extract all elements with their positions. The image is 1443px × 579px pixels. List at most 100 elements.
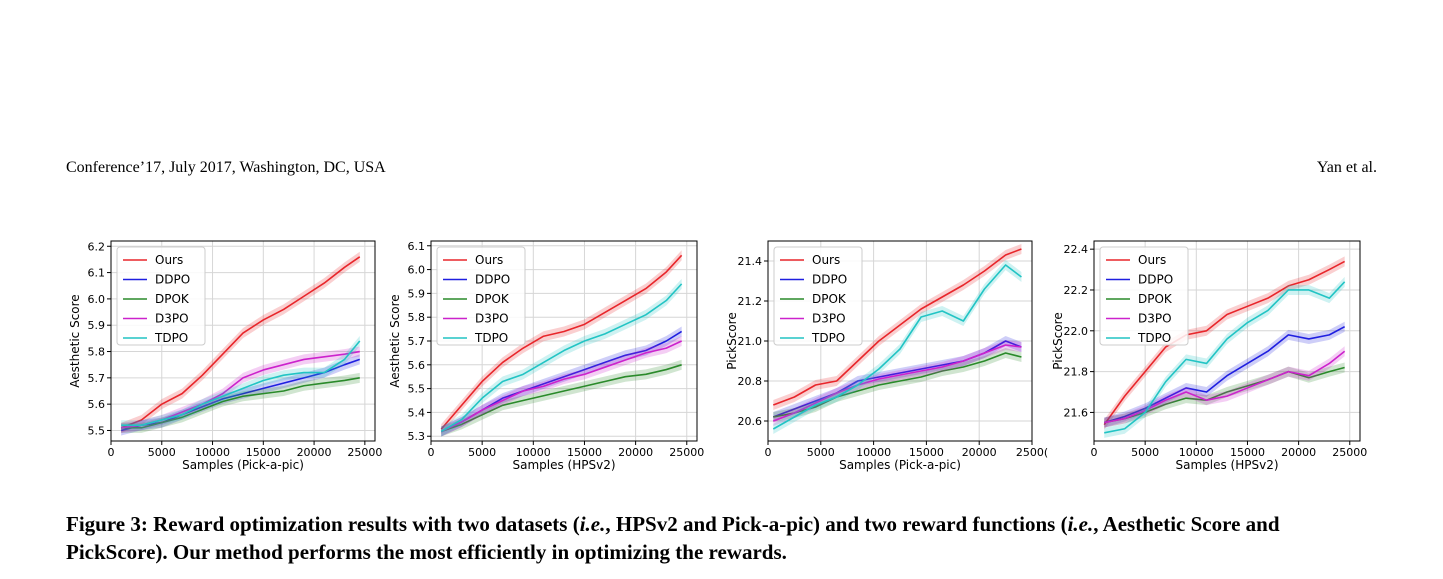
series-line-ddpo (1104, 326, 1346, 424)
series-line-tdpo (772, 264, 1022, 430)
series-band-d3po (121, 346, 360, 433)
x-tick-label: 10000 (856, 446, 891, 459)
x-axis-label: Samples (Pick-a-pic) (182, 458, 304, 472)
x-tick-label: 5000 (468, 446, 496, 459)
x-tick-label: 20000 (297, 446, 332, 459)
series-line-d3po (772, 344, 1022, 422)
y-tick-label: 5.6 (88, 398, 106, 411)
series-line-tdpo (121, 340, 361, 427)
legend-label-ours: Ours (1138, 253, 1166, 267)
series-line-tdpo (440, 283, 683, 433)
caption-part-1: Reward optimization results with two dat… (147, 512, 580, 536)
legend-box (1099, 246, 1189, 346)
series-line-ours (1103, 260, 1346, 426)
y-tick-label: 20.8 (738, 375, 763, 388)
x-tick-label: 15000 (1230, 446, 1265, 459)
y-axis-label: PickScore (1051, 312, 1065, 369)
y-tick-label: 5.7 (88, 372, 106, 385)
legend-label-tdpo: TDPO (811, 331, 845, 345)
y-tick-label: 5.6 (408, 359, 426, 372)
series-line-ours (440, 254, 683, 430)
x-axis-label: Samples (Pick-a-pic) (839, 458, 961, 472)
y-tick-label: 21.8 (1064, 366, 1089, 379)
legend-label-tdpo: TDPO (474, 331, 508, 345)
legend-label-dpok: DPOK (1138, 292, 1173, 306)
y-tick-label: 5.3 (408, 430, 426, 443)
legend-label-d3po: D3PO (1138, 312, 1172, 326)
caption-part-2: , HPSv2 and Pick-a-pic) and two reward f… (605, 512, 1068, 536)
x-axis-label: Samples (HPSv2) (1175, 458, 1278, 472)
legend-label-d3po: D3PO (812, 312, 846, 326)
x-tick-label: 15000 (246, 446, 281, 459)
legend-label-tdpo: TDPO (154, 331, 188, 345)
y-tick-label: 5.5 (88, 424, 106, 437)
x-tick-label: 10000 (195, 446, 230, 459)
x-tick-label: 20000 (1281, 446, 1316, 459)
series-line-d3po (1104, 350, 1346, 424)
running-header-left: Conference’17, July 2017, Washington, DC… (66, 159, 386, 176)
y-tick-label: 5.9 (408, 287, 426, 300)
y-tick-label: 21.2 (738, 295, 763, 308)
caption-ie-2: i.e. (1067, 512, 1094, 536)
series-band-dpok (1104, 362, 1345, 428)
series-band-dpok (773, 348, 1022, 422)
x-tick-label: 5000 (807, 446, 835, 459)
y-tick-label: 6.1 (408, 240, 426, 253)
y-tick-label: 6.1 (88, 267, 106, 280)
x-tick-label: 5000 (148, 446, 176, 459)
legend-label-ours: Ours (812, 253, 840, 267)
y-tick-label: 21.0 (738, 335, 763, 348)
y-tick-label: 5.4 (408, 406, 426, 419)
y-axis-label: PickScore (725, 312, 739, 369)
series-band-tdpo (441, 278, 682, 437)
y-tick-label: 5.8 (88, 346, 106, 359)
series-band-dpok (441, 359, 682, 437)
figure-caption: Figure 3: Reward optimization results wi… (66, 510, 1386, 566)
y-tick-label: 21.4 (738, 255, 763, 268)
y-tick-label: 22.0 (1064, 325, 1089, 338)
legend-label-ddpo: DDPO (155, 273, 190, 287)
x-tick-label: 5000 (1131, 446, 1159, 459)
y-axis-label: Aesthetic Score (68, 294, 82, 387)
y-tick-label: 5.8 (408, 311, 426, 324)
series-band-ddpo (773, 336, 1022, 422)
legend-label-ddpo: DDPO (812, 273, 847, 287)
legend-label-dpok: DPOK (812, 292, 847, 306)
series-band-ours (121, 251, 360, 433)
x-tick-label: 15000 (567, 446, 602, 459)
series-band-d3po (1104, 346, 1345, 428)
x-tick-label: 25000 (1332, 446, 1367, 459)
plot-frame (767, 240, 1033, 442)
x-tick-label: 25000 (669, 446, 704, 459)
legend-label-ddpo: DDPO (1138, 273, 1173, 287)
x-tick-label: 0 (765, 446, 772, 459)
legend-label-ours: Ours (155, 253, 183, 267)
x-tick-label: 10000 (516, 446, 551, 459)
running-header-right: Yan et al. (1316, 159, 1377, 176)
legend-label-ddpo: DDPO (475, 273, 510, 287)
series-band-ddpo (441, 326, 682, 437)
y-tick-label: 5.9 (88, 319, 106, 332)
legend-label-ours: Ours (475, 253, 503, 267)
x-tick-label: 0 (1091, 446, 1098, 459)
legend-box (436, 246, 526, 346)
series-band-tdpo (121, 336, 360, 431)
y-tick-label: 6.0 (88, 293, 106, 306)
series-line-dpok (440, 364, 682, 433)
x-tick-label: 0 (108, 446, 115, 459)
x-tick-label: 2500( (1016, 446, 1048, 459)
y-tick-label: 6.2 (88, 240, 106, 253)
x-tick-label: 25000 (347, 446, 382, 459)
plot-frame (430, 240, 698, 442)
series-line-dpok (121, 377, 360, 429)
y-tick-label: 21.6 (1064, 406, 1089, 419)
series-line-dpok (773, 352, 1022, 418)
y-tick-label: 5.5 (408, 383, 426, 396)
series-line-d3po (440, 340, 682, 433)
caption-part-3: , Aesthetic Score and PickScore). Our me… (66, 512, 1280, 564)
y-tick-label: 22.4 (1064, 243, 1089, 256)
legend-label-d3po: D3PO (155, 312, 189, 326)
caption-ie-1: i.e. (579, 512, 606, 536)
legend-box (116, 246, 206, 346)
